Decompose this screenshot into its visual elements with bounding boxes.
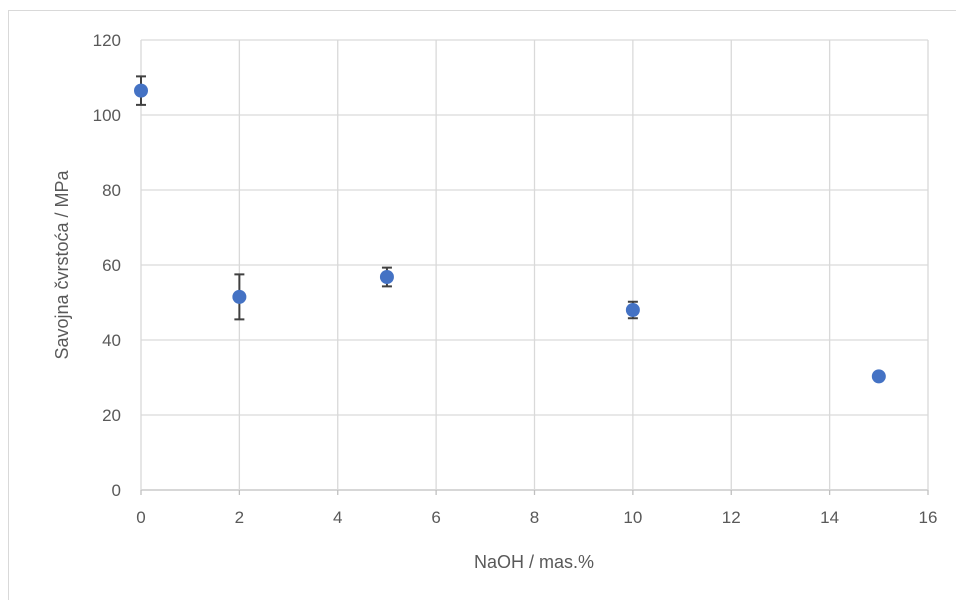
x-tick-labels: 0 2 4 6 8 10 12 14 16 (136, 508, 937, 527)
y-tick-label: 20 (102, 406, 121, 425)
y-tick-label: 120 (93, 31, 121, 50)
y-axis-title: Savojna čvrstoća / MPa (52, 169, 72, 359)
x-tick-label: 10 (623, 508, 642, 527)
x-tick-label: 14 (820, 508, 839, 527)
x-tick-label: 16 (919, 508, 938, 527)
chart-frame (8, 10, 956, 600)
data-point (379, 270, 394, 284)
y-tick-label: 60 (102, 256, 121, 275)
x-tick-label: 0 (136, 508, 145, 527)
y-tick-label: 40 (102, 331, 121, 350)
data-point (134, 83, 148, 98)
data-point (871, 369, 886, 384)
x-tick-label: 4 (333, 508, 342, 527)
grid-lines (140, 39, 929, 495)
x-tick-label: 8 (530, 508, 539, 527)
y-tick-label: 100 (93, 106, 121, 125)
x-tick-label: 2 (235, 508, 244, 527)
y-tick-label: 0 (112, 481, 121, 500)
y-tick-label: 80 (102, 181, 121, 200)
y-tick-labels: 0 20 40 60 80 100 120 (93, 31, 121, 500)
x-axis-title: NaOH / mas.% (474, 552, 594, 572)
x-tick-label: 12 (722, 508, 741, 527)
data-point (232, 289, 247, 304)
x-tick-label: 6 (431, 508, 440, 527)
data-points (134, 83, 886, 384)
data-point (625, 303, 640, 317)
